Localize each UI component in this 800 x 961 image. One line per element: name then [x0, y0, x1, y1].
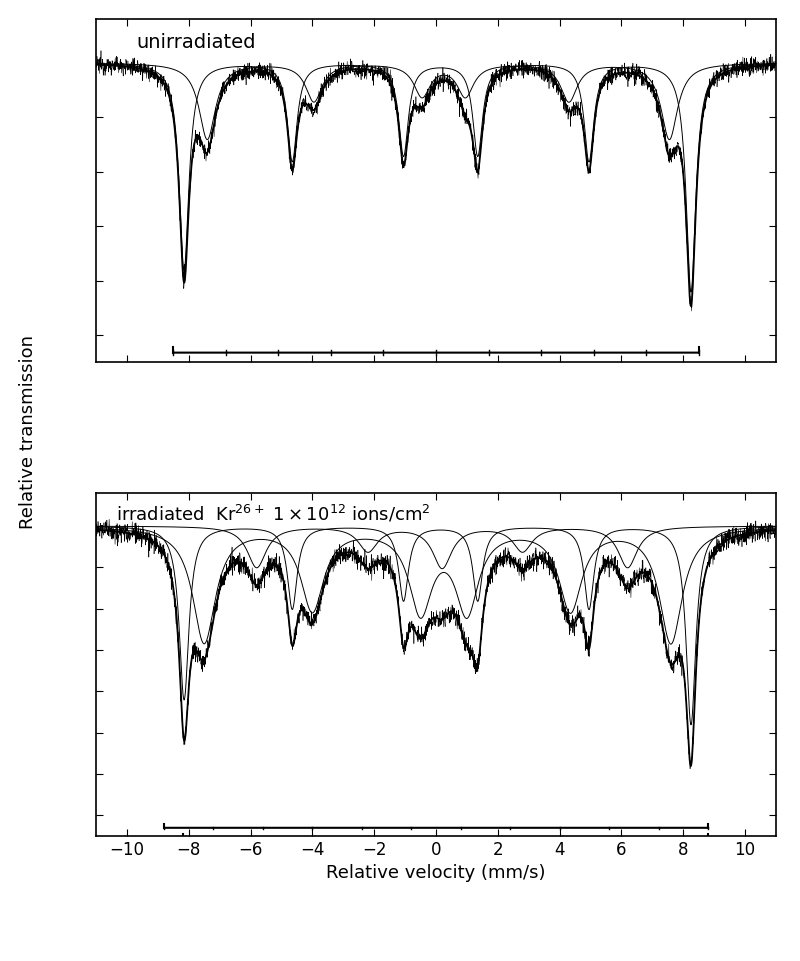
Text: irradiated  Kr$^{26+}$ $1\times10^{12}$ ions/cm$^2$: irradiated Kr$^{26+}$ $1\times10^{12}$ i… — [117, 504, 431, 525]
Text: unirradiated: unirradiated — [137, 33, 256, 52]
X-axis label: Relative velocity (mm/s): Relative velocity (mm/s) — [326, 865, 546, 882]
Text: Relative transmission: Relative transmission — [19, 335, 37, 530]
